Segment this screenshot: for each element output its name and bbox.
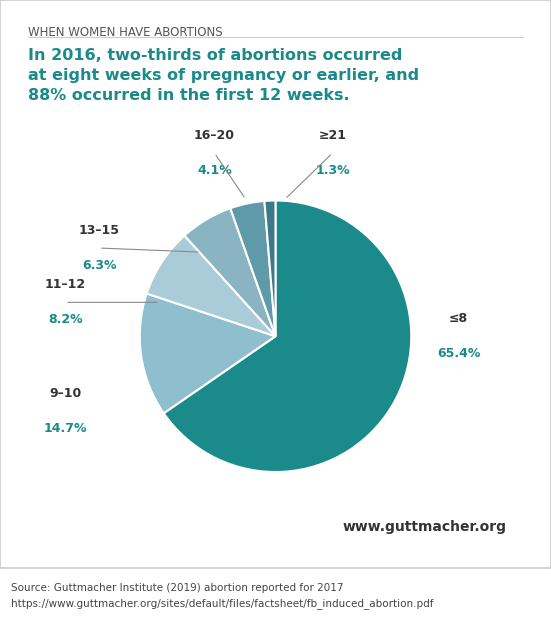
Text: 11–12: 11–12 bbox=[45, 278, 85, 291]
Text: ≥21: ≥21 bbox=[318, 129, 347, 142]
Text: www.guttmacher.org: www.guttmacher.org bbox=[343, 520, 507, 534]
Text: 1.3%: 1.3% bbox=[315, 164, 350, 177]
Text: 13–15: 13–15 bbox=[79, 224, 120, 237]
Text: 9–10: 9–10 bbox=[49, 387, 81, 400]
Text: https://www.guttmacher.org/sites/default/files/factsheet/fb_induced_abortion.pdf: https://www.guttmacher.org/sites/default… bbox=[11, 598, 434, 610]
Text: In 2016, two-thirds of abortions occurred
at eight weeks of pregnancy or earlier: In 2016, two-thirds of abortions occurre… bbox=[28, 48, 419, 103]
Wedge shape bbox=[230, 201, 276, 336]
Text: 14.7%: 14.7% bbox=[44, 422, 87, 435]
Text: ≤8: ≤8 bbox=[449, 312, 468, 325]
Wedge shape bbox=[185, 209, 276, 336]
Text: 16–20: 16–20 bbox=[194, 129, 235, 142]
Text: 65.4%: 65.4% bbox=[437, 347, 480, 360]
Wedge shape bbox=[147, 236, 276, 336]
Text: 8.2%: 8.2% bbox=[48, 313, 83, 326]
Text: 4.1%: 4.1% bbox=[197, 164, 232, 177]
Text: Source: Guttmacher Institute (2019) abortion reported for 2017: Source: Guttmacher Institute (2019) abor… bbox=[11, 583, 343, 593]
Wedge shape bbox=[140, 294, 276, 413]
Text: WHEN WOMEN HAVE ABORTIONS: WHEN WOMEN HAVE ABORTIONS bbox=[28, 25, 222, 38]
Wedge shape bbox=[264, 201, 276, 336]
Wedge shape bbox=[164, 201, 411, 472]
Text: 6.3%: 6.3% bbox=[82, 259, 116, 272]
